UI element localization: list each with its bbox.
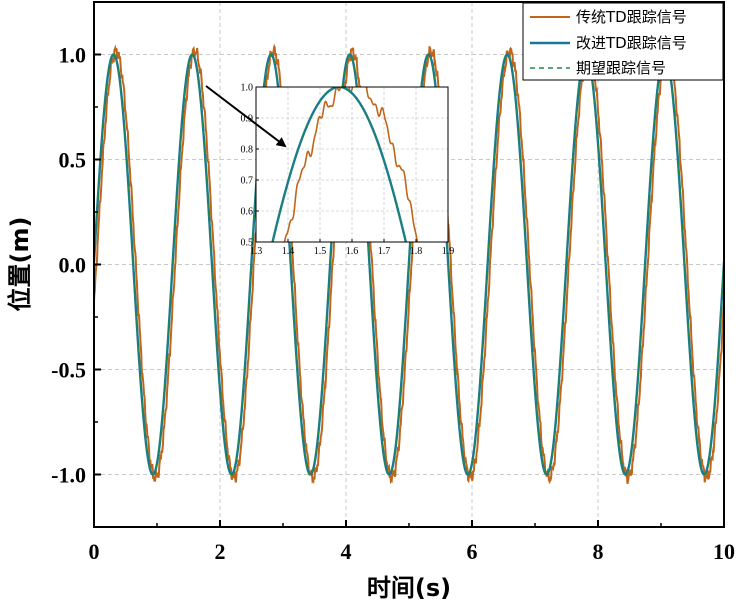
inset-y-tick-label: 0.5: [241, 238, 254, 249]
y-tick-label: -1.0: [51, 463, 86, 488]
inset-series-traditional-td: [283, 87, 419, 242]
inset-x-tick-labels: 1.3 1.4 1.5 1.6 1.7 1.8 1.9: [250, 246, 455, 257]
x-tick-label: 10: [713, 539, 735, 564]
legend-label-traditional: 传统TD跟踪信号: [576, 8, 687, 26]
inset-y-tick-labels: 0.5 0.6 0.7 0.8 0.9 1.0: [241, 83, 254, 249]
inset-chart: 1.3 1.4 1.5 1.6 1.7 1.8 1.9 0.5 0.6 0.7 0.8 0.9 1.0: [241, 83, 455, 258]
x-axis-label: 时间(s): [367, 574, 451, 602]
inset-series-layer: [271, 87, 419, 242]
x-tick-label: 2: [215, 539, 226, 564]
inset-y-tick-label: 0.9: [241, 114, 254, 125]
legend-label-desired: 期望跟踪信号: [576, 59, 666, 77]
y-tick-label: 0.0: [59, 253, 87, 278]
inset-x-tick-label: 1.5: [314, 246, 327, 257]
inset-y-tick-label: 0.8: [241, 145, 254, 156]
legend-box: [522, 2, 724, 81]
inset-axis-ticks: [255, 86, 449, 243]
inset-x-tick-label: 1.4: [282, 246, 295, 257]
inset-x-tick-label: 1.7: [378, 246, 391, 257]
y-axis-label: 位置(m): [6, 217, 34, 312]
legend: 传统TD跟踪信号 改进TD跟踪信号 期望跟踪信号: [522, 2, 724, 81]
axis-ticks: [93, 53, 725, 527]
y-tick-label: 1.0: [59, 43, 87, 68]
x-tick-label: 6: [467, 539, 478, 564]
zoom-arrow: [205, 85, 287, 148]
inset-x-tick-label: 1.3: [250, 246, 263, 257]
y-tick-labels: -1.0 -0.5 0.0 0.5 1.0: [51, 43, 86, 488]
inset-x-tick-label: 1.8: [410, 246, 423, 257]
inset-y-tick-label: 0.7: [241, 176, 254, 187]
inset-x-tick-label: 1.9: [442, 246, 455, 257]
series-traditional-td: [94, 43, 724, 485]
inset-y-tick-label: 1.0: [241, 83, 254, 94]
inset-y-tick-label: 0.6: [241, 207, 254, 218]
x-tick-labels: 0 2 4 6 8 10: [89, 539, 736, 564]
x-tick-label: 4: [341, 539, 352, 564]
inset-x-tick-label: 1.6: [346, 246, 359, 257]
y-tick-label: 0.5: [59, 148, 87, 173]
x-tick-label: 0: [89, 539, 100, 564]
inset-series-improved-td: [271, 87, 408, 242]
x-tick-label: 8: [593, 539, 604, 564]
legend-label-improved: 改进TD跟踪信号: [576, 34, 687, 52]
y-tick-label: -0.5: [51, 358, 86, 383]
series-desired: [94, 53, 724, 476]
series-layer: [94, 43, 724, 485]
